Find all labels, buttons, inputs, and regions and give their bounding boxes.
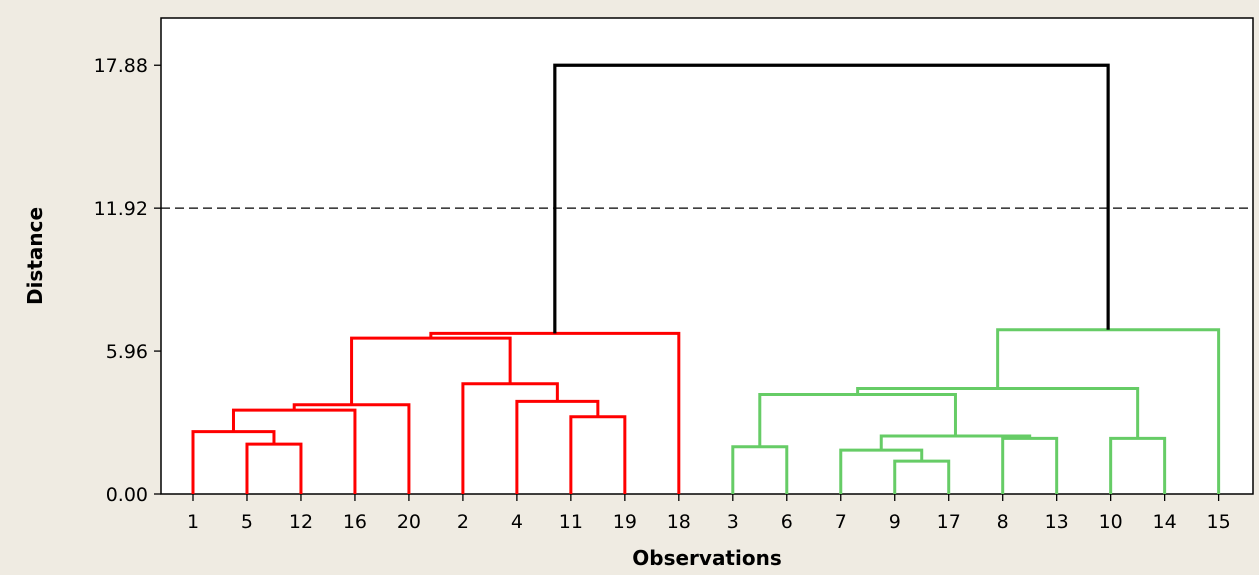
y-axis: 0.00 5.96 11.92 17.88 bbox=[94, 55, 161, 506]
leaf-label-19: 19 bbox=[613, 511, 637, 533]
y-tick-label: 0.00 bbox=[106, 484, 148, 506]
dendrogram-link-19 bbox=[553, 63, 1110, 334]
plot-area bbox=[160, 17, 1254, 495]
leaf-label-12: 12 bbox=[289, 511, 313, 533]
leaf-label-1: 1 bbox=[187, 511, 199, 533]
leaf-label-6: 6 bbox=[781, 511, 793, 533]
dendrogram-links bbox=[191, 63, 1221, 494]
leaf-label-15: 15 bbox=[1207, 511, 1231, 533]
leaf-label-4: 4 bbox=[511, 511, 523, 533]
y-axis-title: Distance bbox=[23, 207, 47, 305]
leaf-label-20: 20 bbox=[397, 511, 421, 533]
leaf-label-8: 8 bbox=[997, 511, 1009, 533]
x-axis: 1 5 12 16 20 2 4 11 19 18 3 6 7 9 17 8 13 10 14 15 bbox=[187, 494, 1231, 533]
leaf-label-11: 11 bbox=[559, 511, 583, 533]
leaf-label-17: 17 bbox=[937, 511, 961, 533]
leaf-label-13: 13 bbox=[1045, 511, 1069, 533]
leaf-label-5: 5 bbox=[241, 511, 253, 533]
leaf-label-16: 16 bbox=[343, 511, 367, 533]
y-tick-label: 17.88 bbox=[94, 55, 148, 77]
leaf-label-10: 10 bbox=[1099, 511, 1123, 533]
y-tick-label: 11.92 bbox=[94, 198, 148, 220]
leaf-label-18: 18 bbox=[667, 511, 691, 533]
dendrogram-link-1 bbox=[245, 442, 303, 494]
leaf-label-9: 9 bbox=[889, 511, 901, 533]
leaf-label-2: 2 bbox=[457, 511, 469, 533]
y-tick-label: 5.96 bbox=[106, 341, 148, 363]
leaf-label-14: 14 bbox=[1153, 511, 1177, 533]
leaf-label-3: 3 bbox=[727, 511, 739, 533]
dendrogram-link-12 bbox=[839, 448, 924, 494]
leaf-label-7: 7 bbox=[835, 511, 847, 533]
x-axis-title: Observations bbox=[632, 546, 781, 570]
